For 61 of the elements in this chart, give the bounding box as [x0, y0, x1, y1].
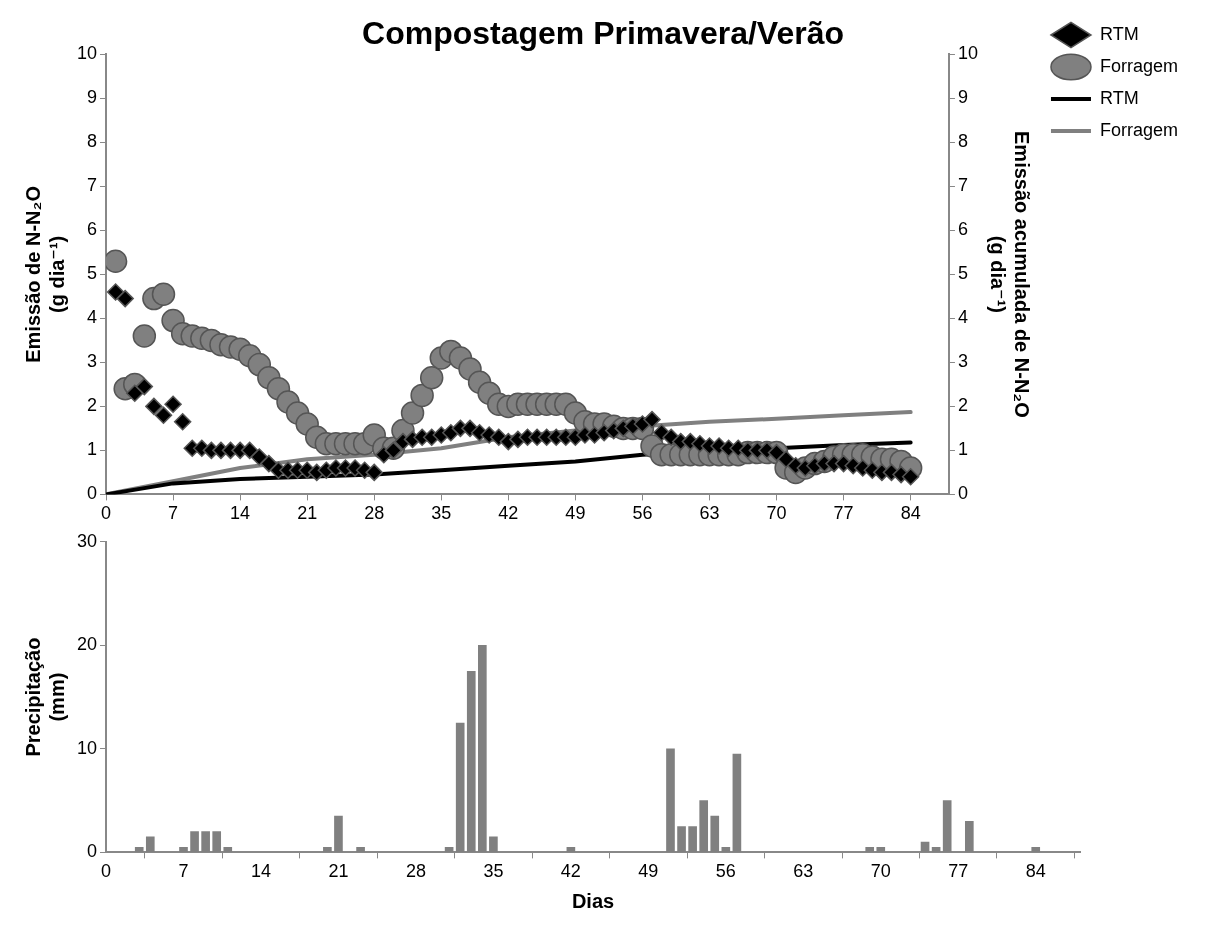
x-tick-label: 77: [948, 861, 969, 882]
x-tick-label: 70: [870, 861, 891, 882]
y-tick-label: 2: [87, 395, 98, 416]
y2-tick-label: 7: [957, 175, 968, 196]
x-tick-label: 63: [699, 503, 720, 524]
x-tick-label: 14: [230, 503, 251, 524]
x-tick-label: 7: [168, 503, 179, 524]
x-tick-label: 28: [405, 861, 426, 882]
y-tick-label: 30: [76, 530, 98, 551]
x-tick-label: 21: [297, 503, 318, 524]
y2-tick-label: 8: [957, 131, 968, 152]
x-tick-label: 14: [250, 861, 271, 882]
y2-tick-label: 5: [957, 263, 968, 284]
y-tick-label: 10: [76, 43, 98, 64]
x-tick-label: 63: [793, 861, 814, 882]
x-tick-label: 42: [560, 861, 581, 882]
chart-title: Compostagem Primavera/Verão: [362, 15, 844, 52]
legend-label: Forragem: [1099, 55, 1179, 76]
x-tick-label: 49: [565, 503, 586, 524]
legend-label: RTM: [1099, 23, 1139, 44]
y2-tick-label: 1: [957, 439, 968, 460]
x-axis-title: Dias: [571, 889, 615, 912]
y-tick-label: 0: [87, 483, 98, 504]
y-tick-label: 0: [87, 841, 98, 862]
x-tick-label: 28: [364, 503, 385, 524]
y2-axis-title: Emissão acumulada de N-N₂O (g dia⁻¹): [987, 131, 1034, 418]
y2-tick-label: 0: [957, 483, 968, 504]
x-tick-label: 0: [101, 861, 112, 882]
y-tick-label: 6: [87, 219, 98, 240]
x-tick-label: 70: [766, 503, 787, 524]
x-tick-label: 49: [638, 861, 659, 882]
y-axis-title: Emissão de N-N₂O (g dia⁻¹): [21, 186, 68, 363]
y-tick-label: 20: [76, 634, 98, 655]
y-tick-label: 9: [87, 87, 98, 108]
y2-tick-label: 2: [957, 395, 968, 416]
y2-tick-label: 6: [957, 219, 968, 240]
y-tick-label: 3: [87, 351, 98, 372]
y-tick-label: 5: [87, 263, 98, 284]
y-tick-label: 1: [87, 439, 98, 460]
x-tick-label: 21: [328, 861, 349, 882]
x-tick-label: 7: [178, 861, 189, 882]
y2-tick-label: 3: [957, 351, 968, 372]
y-tick-label: 10: [76, 737, 98, 758]
y2-tick-label: 10: [957, 43, 978, 64]
y2-tick-label: 4: [957, 307, 968, 328]
x-tick-label: 56: [632, 503, 653, 524]
x-tick-label: 77: [833, 503, 854, 524]
x-tick-label: 84: [1025, 861, 1046, 882]
x-tick-label: 35: [431, 503, 452, 524]
y-axis-title: Precipitação (mm): [21, 637, 68, 757]
x-tick-label: 0: [101, 503, 112, 524]
x-tick-label: 35: [483, 861, 504, 882]
y-tick-label: 8: [87, 131, 98, 152]
x-tick-label: 42: [498, 503, 519, 524]
x-tick-label: 84: [900, 503, 921, 524]
y-tick-label: 4: [87, 307, 98, 328]
legend-label: RTM: [1099, 87, 1139, 108]
legend-label: Forragem: [1099, 119, 1179, 140]
y-tick-label: 7: [87, 175, 98, 196]
x-tick-label: 56: [715, 861, 736, 882]
y2-tick-label: 9: [957, 87, 968, 108]
